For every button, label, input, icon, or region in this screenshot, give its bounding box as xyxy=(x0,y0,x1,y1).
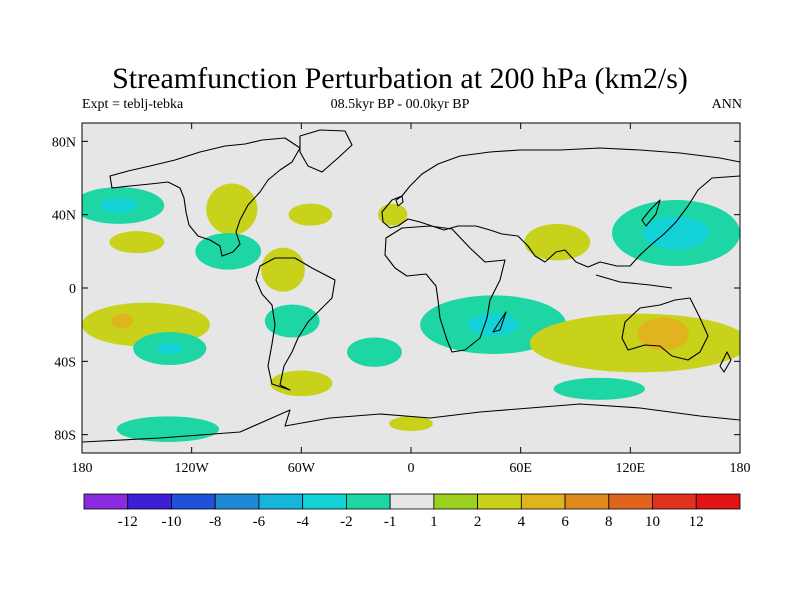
coast-british-isles xyxy=(395,195,404,207)
anomaly-region-5 xyxy=(288,203,333,226)
anomaly-region-21 xyxy=(529,313,740,373)
y-tick-label: 0 xyxy=(69,282,76,297)
x-tick-label: 180 xyxy=(72,461,93,476)
x-tick-label: 0 xyxy=(408,461,415,476)
coast-australia xyxy=(621,297,709,361)
anomaly-region-3 xyxy=(109,231,165,254)
x-tick-label: 180 xyxy=(730,461,751,476)
anomaly-region-20 xyxy=(467,313,519,336)
anomaly-region-4 xyxy=(206,183,258,235)
anomaly-region-23 xyxy=(553,377,645,400)
chart-title: Streamfunction Perturbation at 200 hPa (… xyxy=(112,62,688,95)
colorbar-label: -8 xyxy=(209,514,222,530)
coast-antarctica xyxy=(82,403,740,443)
colorbar-swatch xyxy=(652,493,697,510)
anomaly-region-17 xyxy=(347,337,402,367)
coast-africa xyxy=(384,225,506,353)
period-label: 08.5kyr BP - 00.0kyr BP xyxy=(330,97,470,112)
coast-greenland xyxy=(299,129,353,173)
anomaly-region-6 xyxy=(195,233,262,270)
x-tick-label: 60E xyxy=(509,461,532,476)
x-tick-label: 60W xyxy=(288,461,316,476)
anomaly-region-9 xyxy=(524,223,591,261)
y-tick-label: 40N xyxy=(52,209,76,224)
coast-north-america xyxy=(109,137,301,257)
anomaly-region-8 xyxy=(378,203,408,226)
experiment-label: Expt = teblj-tebka xyxy=(82,97,184,112)
colorbar-label: 2 xyxy=(474,514,482,530)
anomaly-region-7 xyxy=(261,247,305,292)
colorbar-swatch xyxy=(608,493,653,510)
colorbar-swatch xyxy=(258,493,304,510)
colorbar-swatch xyxy=(214,493,260,510)
axis-ticks: 180 120W 60W 0 60E 120E 180 80N 40N 0 40S 80S xyxy=(52,123,751,476)
anomaly-region-13 xyxy=(111,313,134,329)
x-tick-label: 120E xyxy=(616,461,646,476)
anomaly-region-15 xyxy=(156,343,183,354)
colorbar-swatch xyxy=(520,493,566,510)
colorbar-label: -12 xyxy=(118,514,138,530)
colorbar-swatch xyxy=(564,493,610,510)
coast-madagascar xyxy=(492,311,507,333)
coast-japan xyxy=(641,199,661,227)
anomaly-region-22 xyxy=(637,317,689,351)
anomaly-region-11 xyxy=(643,216,709,250)
colorbar-label: 8 xyxy=(605,514,613,530)
colorbar-swatch xyxy=(695,493,741,510)
colorbar-swatch xyxy=(345,493,391,510)
anomaly-region-24 xyxy=(116,416,220,442)
colorbar-label: -2 xyxy=(340,514,353,530)
colorbar-label: 10 xyxy=(645,514,660,530)
map-background xyxy=(82,123,740,453)
y-tick-label: 40S xyxy=(54,355,76,370)
y-tick-label: 80N xyxy=(52,135,76,150)
colorbar-label: -6 xyxy=(253,514,266,530)
colorbar-label: -10 xyxy=(161,514,181,530)
colorbar-swatch xyxy=(433,493,479,510)
anomaly-region-2 xyxy=(100,198,137,213)
coast-south-america xyxy=(255,257,336,391)
colorbar-swatch xyxy=(302,493,347,510)
colorbar-label: 1 xyxy=(430,514,438,530)
anomaly-region-18 xyxy=(270,370,333,397)
coast-new-zealand xyxy=(719,351,732,373)
colorbar: -12 -10 -8 -6 -4 -2 -1 1 2 4 6 8 10 12 xyxy=(83,493,741,530)
colorbar-label: 4 xyxy=(518,514,526,530)
x-tick-label: 120W xyxy=(175,461,210,476)
coast-eurasia xyxy=(381,147,740,268)
colorbar-swatch xyxy=(389,493,435,510)
colorbar-swatch xyxy=(83,493,129,510)
colorbar-label: -4 xyxy=(296,514,309,530)
colorbar-label: -1 xyxy=(384,514,397,530)
coastlines xyxy=(82,129,740,443)
anomaly-region-25 xyxy=(389,416,433,431)
y-tick-label: 80S xyxy=(54,429,76,444)
colorbar-label: 6 xyxy=(561,514,569,530)
colorbar-swatch xyxy=(171,493,216,510)
anomaly-fields xyxy=(82,183,740,442)
coast-indonesia xyxy=(595,274,673,289)
season-label: ANN xyxy=(711,97,742,112)
anomaly-region-16 xyxy=(264,304,320,338)
colorbar-swatch xyxy=(477,493,522,510)
colorbar-swatch xyxy=(127,493,172,510)
colorbar-label: 12 xyxy=(689,514,704,530)
